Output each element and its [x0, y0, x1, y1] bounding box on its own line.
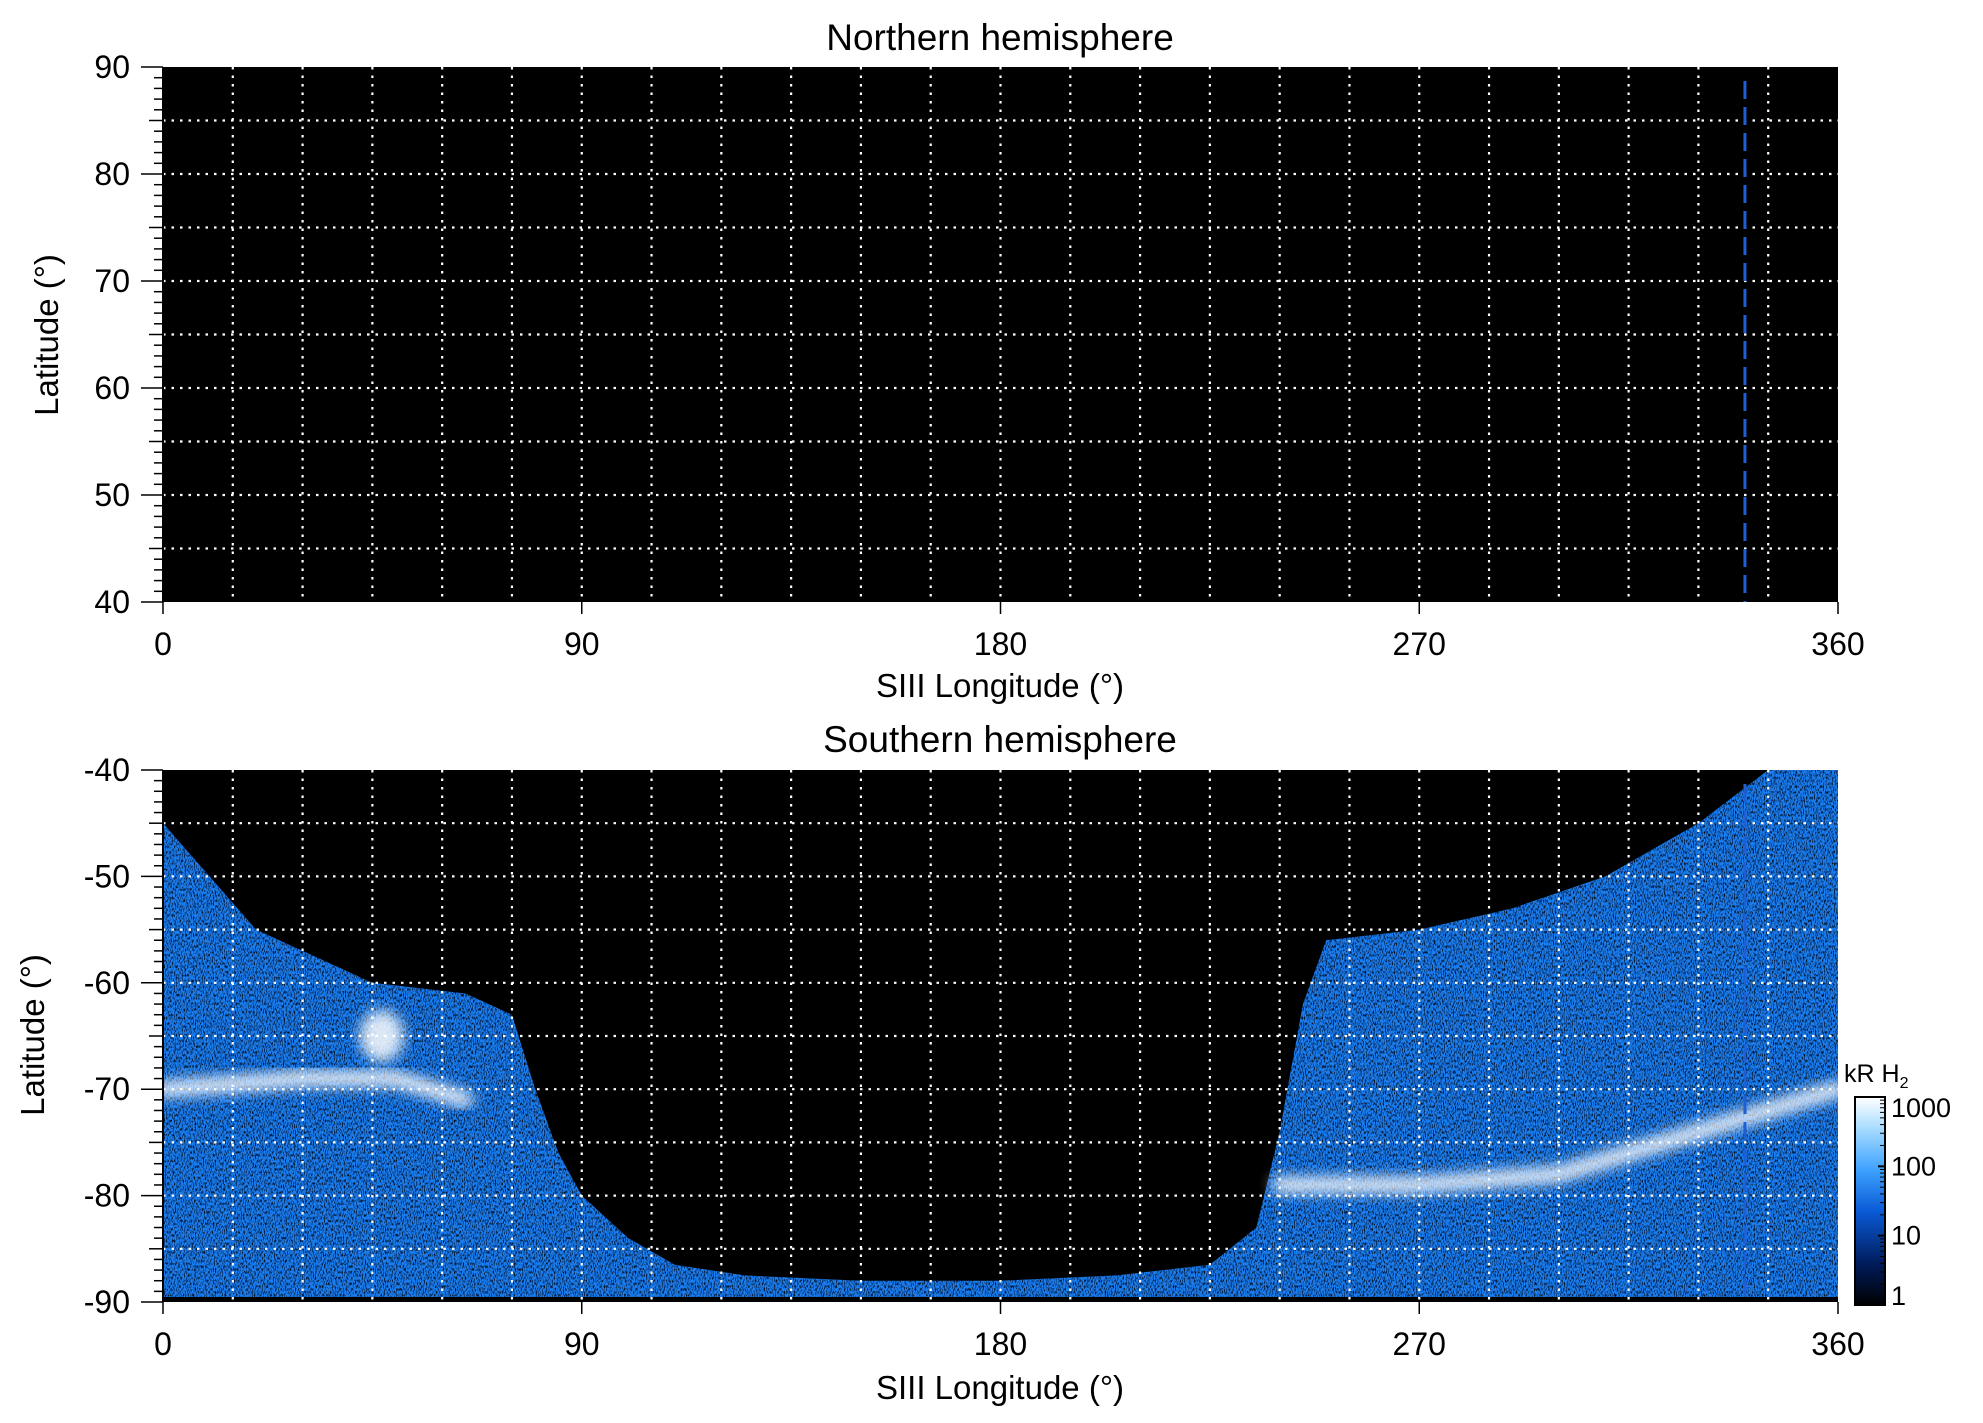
- north-x-tick-label: 0: [154, 626, 172, 662]
- south-y-tick-label: -40: [84, 752, 130, 788]
- north-y-tick-label: 50: [94, 477, 130, 513]
- north-y-tick-label: 60: [94, 370, 130, 406]
- south-x-tick-label: 360: [1811, 1326, 1864, 1362]
- south-y-tick-label: -50: [84, 858, 130, 894]
- south-speckle-texture: [163, 770, 1838, 1302]
- north-grid: [163, 67, 1838, 602]
- colorbar-ticks: 1000 100 10 1: [1878, 1093, 1951, 1311]
- north-y-tick-label: 40: [94, 584, 130, 620]
- colorbar-title: kR H2: [1844, 1060, 1909, 1092]
- north-y-axis-label: Latitude (°): [28, 254, 65, 416]
- south-x-tick-label: 90: [564, 1326, 600, 1362]
- north-x-tick-label: 180: [974, 626, 1027, 662]
- colorbar-tick-label: 1: [1891, 1281, 1906, 1311]
- south-y-tick-label: -60: [84, 965, 130, 1001]
- north-x-tick-label: 360: [1811, 626, 1864, 662]
- emission-arc: [163, 1070, 474, 1108]
- north-plot-area: [163, 67, 1838, 602]
- south-title: Southern hemisphere: [823, 719, 1177, 760]
- colorbar-tick-label: 100: [1891, 1151, 1936, 1181]
- south-y-tick-label: -90: [84, 1284, 130, 1320]
- south-x-axis-label: SIII Longitude (°): [876, 1369, 1124, 1406]
- south-y-tick-label: -80: [84, 1178, 130, 1214]
- north-y-tick-label: 90: [94, 49, 130, 85]
- south-x-tick-label: 270: [1393, 1326, 1446, 1362]
- south-grid: [163, 770, 1838, 1302]
- north-axes: 40 50 60 70 80 90 0 90 180 270 360: [94, 49, 1864, 662]
- south-x-tick-label: 0: [154, 1326, 172, 1362]
- south-y-tick-label: -70: [84, 1071, 130, 1107]
- emission-arc: [1271, 1081, 1838, 1193]
- southern-panel: Southern hemisphere -90 -80 -70 -60 -50 -40 0 9…: [14, 719, 1951, 1406]
- colorbar-gradient: [1854, 1096, 1886, 1306]
- south-axes: -90 -80 -70 -60 -50 -40 0 90 180 270 360: [84, 752, 1865, 1362]
- north-x-axis-label: SIII Longitude (°): [876, 667, 1124, 704]
- north-y-tick-label: 70: [94, 263, 130, 299]
- south-y-axis-label: Latitude (°): [14, 954, 51, 1116]
- colorbar: kR H2 1000 100 10 1: [1844, 1060, 1951, 1311]
- north-y-tick-label: 80: [94, 156, 130, 192]
- south-x-tick-label: 180: [974, 1326, 1027, 1362]
- emission-spot: [359, 1010, 404, 1062]
- south-emission-features: [163, 1006, 1838, 1193]
- colorbar-tick-label: 1000: [1891, 1093, 1951, 1123]
- north-x-tick-label: 90: [564, 626, 600, 662]
- north-title: Northern hemisphere: [826, 17, 1174, 58]
- northern-panel: Northern hemisphere 40 50 60 70 80 90 0 90 180 27…: [28, 17, 1865, 704]
- north-x-tick-label: 270: [1393, 626, 1446, 662]
- colorbar-tick-label: 10: [1891, 1221, 1921, 1251]
